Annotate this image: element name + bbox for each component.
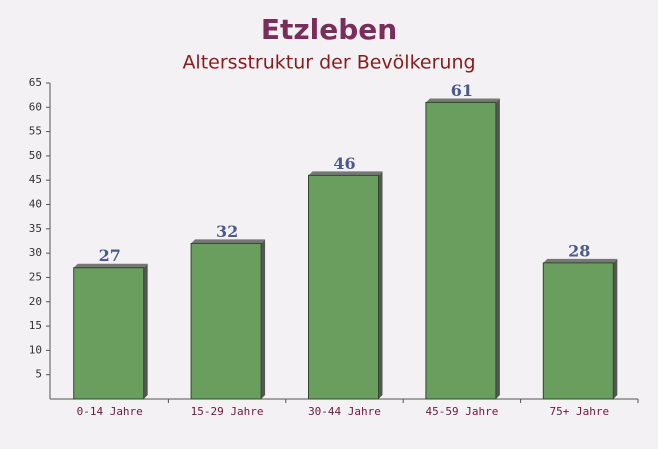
y-tick-label: 15 <box>29 319 42 332</box>
value-label: 28 <box>568 241 590 260</box>
bar-shadow <box>378 171 383 399</box>
x-tick-label: 75+ Jahre <box>549 405 609 418</box>
x-tick-label: 15-29 Jahre <box>191 405 264 418</box>
bar-shadow <box>613 258 618 399</box>
y-tick-label: 30 <box>29 246 42 259</box>
y-tick-label: 10 <box>29 343 42 356</box>
bar-shadow <box>143 263 148 399</box>
y-tick-label: 65 <box>29 76 42 89</box>
y-tick-label: 60 <box>29 100 42 113</box>
value-label: 61 <box>451 81 473 100</box>
bar-shadow <box>308 171 383 176</box>
y-tick-label: 20 <box>29 295 42 308</box>
bar-shadow <box>543 258 618 263</box>
bar-shadow <box>261 239 266 399</box>
x-tick-label: 45-59 Jahre <box>425 405 498 418</box>
value-label: 46 <box>333 154 355 173</box>
value-label: 27 <box>99 246 121 265</box>
bar-shadow <box>73 263 148 268</box>
y-tick-label: 25 <box>29 270 42 283</box>
chart-subtitle: Altersstruktur der Bevölkerung <box>182 52 475 74</box>
y-tick-label: 5 <box>35 368 42 381</box>
chart-title: Etzleben <box>261 13 397 46</box>
x-tick-label: 0-14 Jahre <box>77 405 143 418</box>
bar <box>73 267 145 400</box>
value-label: 32 <box>216 222 238 241</box>
bar <box>308 174 379 400</box>
y-tick-label: 35 <box>29 222 42 235</box>
x-tick-label: 30-44 Jahre <box>308 405 381 418</box>
bar-shadow <box>425 98 500 103</box>
y-tick-label: 45 <box>29 173 42 186</box>
bar <box>542 262 614 400</box>
bar-shadow <box>495 98 500 399</box>
bar <box>425 101 497 400</box>
y-tick-label: 50 <box>29 149 42 162</box>
y-tick-label: 40 <box>29 198 42 211</box>
bar <box>190 242 262 400</box>
bar-shadow <box>191 239 266 244</box>
y-tick-label: 55 <box>29 125 42 138</box>
